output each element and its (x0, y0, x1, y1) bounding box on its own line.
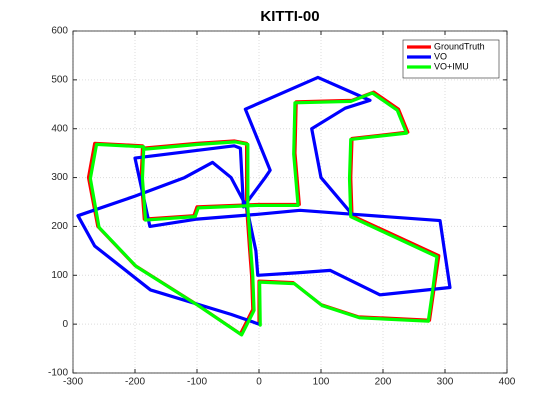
x-tick-label: 100 (313, 377, 330, 388)
chart-title: KITTI-00 (260, 8, 319, 25)
axes-box (72, 30, 508, 374)
x-tick-label: -200 (125, 377, 145, 388)
x-tick-label: 300 (437, 377, 454, 388)
y-tick-label: 100 (51, 270, 68, 281)
x-tick-label: 0 (256, 377, 262, 388)
y-tick-label: 600 (51, 26, 68, 37)
legend-label: GroundTruth (434, 41, 485, 51)
y-tick-label: 0 (62, 319, 68, 330)
legend-label: VO+IMU (434, 61, 469, 71)
x-tick-label: 400 (499, 377, 516, 388)
x-tick-label: -300 (63, 377, 83, 388)
y-tick-label: 400 (51, 123, 68, 134)
y-tick-label: 300 (51, 172, 68, 183)
trajectory-line (88, 91, 439, 337)
y-tick-label: 200 (51, 221, 68, 232)
y-tick-label: 500 (51, 74, 68, 85)
x-tick-label: -100 (187, 377, 207, 388)
axes: -300 -200 -100 0 100 200 300 400 -100 0 100 200 300 4… (48, 26, 516, 388)
legend-label: VO (434, 51, 447, 61)
x-tick-label: 200 (375, 377, 392, 388)
plot-lines (76, 75, 452, 337)
y-tick-label: -100 (48, 368, 68, 379)
